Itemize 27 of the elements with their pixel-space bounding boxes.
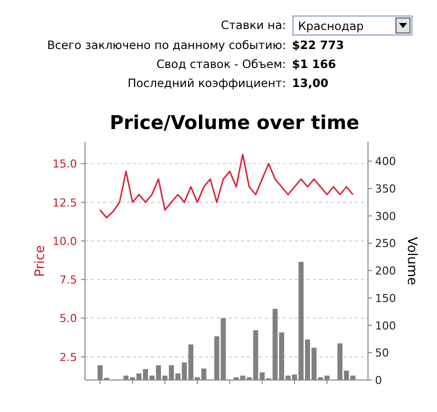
- y2-tick-label: 200: [375, 264, 396, 278]
- y-tick-label: 2.5: [60, 350, 77, 364]
- y2-tick-label: 0: [375, 374, 382, 387]
- y-tick-label: 12.5: [52, 196, 77, 210]
- y2-tick-label: 300: [375, 210, 396, 223]
- y2-axis-title: Volume: [404, 236, 419, 286]
- y-tick-label: 7.5: [60, 274, 77, 287]
- y2-tick-label: 150: [375, 292, 396, 305]
- chart-title: Price/Volume over time: [110, 112, 360, 134]
- text: Краснодар: [298, 19, 364, 33]
- y-tick-label: 10.0: [52, 234, 77, 248]
- y-tick-label: 5.0: [60, 312, 77, 326]
- y2-tick-label: 400: [375, 155, 396, 168]
- text: $1 166: [292, 57, 336, 71]
- y2-tick-label: 250: [375, 237, 396, 250]
- y2-tick-label: 100: [375, 319, 396, 332]
- line-series: [99, 154, 354, 218]
- y2-tick-label: 50: [375, 346, 389, 360]
- y2-tick-label: 350: [375, 182, 396, 196]
- y-axis-title: Price: [33, 245, 48, 277]
- y-tick-label: 15.0: [52, 158, 77, 171]
- text: Ставки на:: [220, 18, 286, 32]
- text: $22 773: [292, 38, 344, 52]
- text: Всего заключено по данному событию:: [47, 38, 286, 52]
- text: Свод ставок - Объем:: [156, 57, 286, 71]
- text: Последний коэффициент:: [128, 76, 286, 90]
- text: 13,00: [292, 76, 328, 90]
